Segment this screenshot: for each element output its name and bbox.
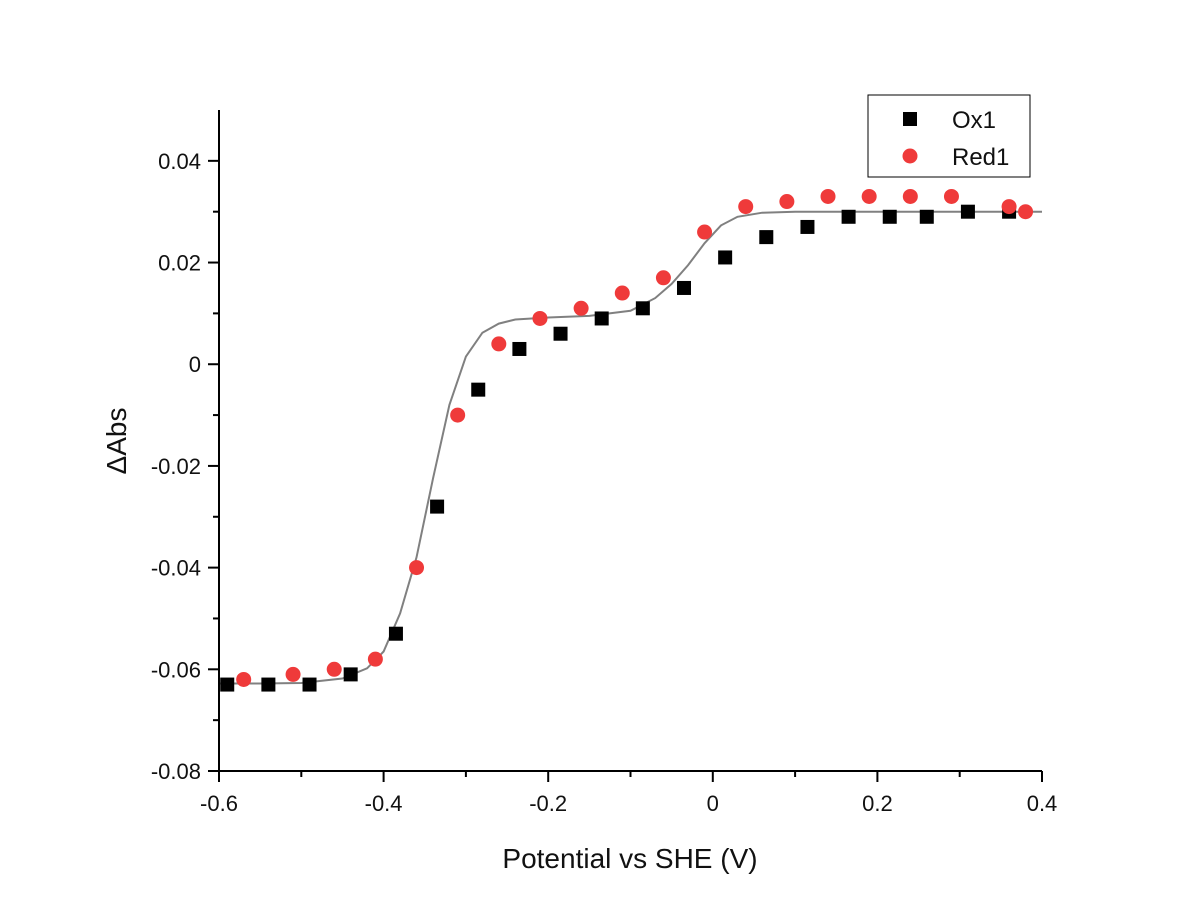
ox1-point — [800, 219, 815, 234]
red1-point — [409, 560, 425, 576]
red1-point — [1018, 204, 1034, 220]
legend-label-red1: Red1 — [952, 144, 1009, 171]
x-axis-title: Potential vs SHE (V) — [502, 843, 757, 874]
y-tick-label: 0.02 — [158, 251, 201, 276]
red1-point — [367, 651, 383, 667]
red1-point — [820, 188, 836, 204]
legend: Ox1 Red1 — [867, 94, 1031, 178]
legend-marker-red1 — [902, 148, 918, 164]
y-tick-label: 0 — [189, 352, 201, 377]
ox1-point — [220, 677, 235, 692]
red1-point — [738, 199, 754, 215]
y-axis-title: ΔAbs — [101, 408, 132, 475]
y-tick-label: -0.06 — [151, 657, 201, 682]
red1-point — [285, 666, 301, 682]
red1-point — [943, 188, 959, 204]
ox1-point — [302, 677, 317, 692]
red1-point — [614, 285, 630, 301]
red1-point — [236, 671, 252, 687]
red1-point — [655, 270, 671, 286]
ox1-point — [635, 301, 650, 316]
ox1-point — [553, 326, 568, 341]
x-tick-label: 0 — [707, 791, 719, 816]
red1-point — [532, 310, 548, 326]
x-tick-label: -0.4 — [365, 791, 403, 816]
red1-point — [573, 300, 589, 316]
ox1-point — [343, 667, 358, 682]
x-tick-label: 0.4 — [1027, 791, 1058, 816]
legend-marker-ox1 — [903, 112, 917, 126]
red1-point — [697, 224, 713, 240]
ox1-point — [676, 280, 691, 295]
ox1-point — [882, 209, 897, 224]
x-tick-label: -0.6 — [200, 791, 238, 816]
y-tick-label: 0.04 — [158, 149, 201, 174]
red1-point — [779, 194, 795, 210]
axes: -0.6 -0.4 -0.2 0 0.2 0.4 -0.08 -0.06 -0.04 -0.02 0… — [151, 110, 1057, 816]
plot-area — [219, 188, 1042, 692]
ox1-point — [919, 209, 934, 224]
legend-label-ox1: Ox1 — [952, 107, 996, 134]
ox1-point — [594, 311, 609, 326]
y-tick-label: -0.02 — [151, 454, 201, 479]
x-tick-label: -0.2 — [529, 791, 567, 816]
y-tick-label: -0.04 — [151, 556, 201, 581]
ox1-point — [261, 677, 276, 692]
red1-point — [1001, 199, 1017, 215]
x-tick-label: 0.2 — [862, 791, 893, 816]
y-tick-label: -0.08 — [151, 759, 201, 784]
red1-point — [861, 188, 877, 204]
ox1-point — [759, 230, 774, 245]
ox1-point — [430, 499, 445, 514]
fit-curve — [219, 210, 1042, 685]
ox1-point — [718, 250, 733, 265]
legend-box — [867, 94, 1031, 178]
ox1-point — [960, 204, 975, 219]
ox1-point — [388, 626, 403, 641]
ox1-point — [512, 341, 527, 356]
red1-point — [326, 661, 342, 677]
red1-point — [491, 336, 507, 352]
red1-point — [902, 188, 918, 204]
red1-point — [450, 407, 466, 423]
ox1-point — [471, 382, 486, 397]
ox1-point — [841, 209, 856, 224]
